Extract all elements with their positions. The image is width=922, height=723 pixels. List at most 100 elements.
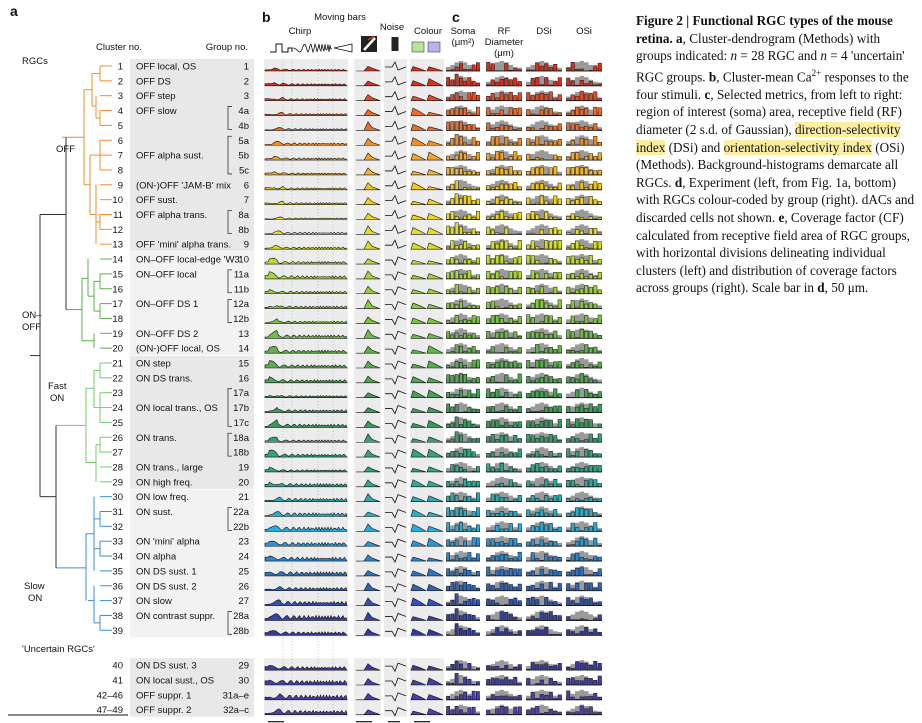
- metric-bar: [446, 259, 450, 265]
- metric-bar: [486, 583, 491, 592]
- noise-kernel-trace: [385, 390, 407, 400]
- metric-background-bar: [504, 448, 509, 458]
- cluster-number: 13: [112, 240, 123, 251]
- metric-bar: [486, 61, 491, 72]
- metric-bar: [575, 418, 580, 428]
- metric-bar: [548, 315, 553, 324]
- cluster-number: 27: [112, 448, 123, 459]
- group-number: 7: [244, 195, 249, 206]
- metric-background-bar: [570, 693, 575, 700]
- metric-bar: [517, 373, 522, 384]
- metric-bar: [553, 286, 558, 295]
- metric-background-bar: [495, 403, 500, 413]
- noise-icon-cell: [398, 44, 402, 48]
- metric-background-bar: [548, 287, 553, 294]
- cluster-row: 36 ON DS sust. 2 26: [112, 580, 602, 593]
- metric-background-bar: [544, 166, 549, 175]
- metric-bar: [553, 468, 558, 473]
- metric-bar: [535, 390, 540, 398]
- metric-bar: [570, 436, 575, 443]
- metric-bar: [530, 570, 535, 577]
- noise-kernel-trace: [385, 120, 407, 130]
- metric-bar: [584, 466, 589, 473]
- metric-bar: [597, 183, 602, 191]
- metric-bar: [499, 152, 504, 161]
- metric-bar: [490, 467, 495, 473]
- metric-bar: [490, 315, 495, 324]
- header-rf: RF: [498, 26, 511, 37]
- metric-bar: [544, 315, 549, 324]
- colour-green-trace: [410, 214, 427, 220]
- metric-background-bar: [584, 195, 589, 205]
- metric-bar: [504, 197, 509, 205]
- group-number: 22a: [233, 507, 250, 518]
- metric-background-bar: [579, 343, 584, 354]
- metric-bar: [513, 421, 518, 428]
- metric-background-bar: [517, 483, 522, 487]
- header-moving-bars: Moving bars: [314, 12, 366, 23]
- metric-bar: [526, 480, 531, 488]
- metric-background-bar: [499, 402, 504, 413]
- metric-bar: [508, 199, 513, 205]
- colour-green-trace: [410, 333, 427, 339]
- metric-bar: [539, 539, 544, 547]
- metric-background-bar: [508, 391, 513, 398]
- metric-bar: [553, 405, 558, 413]
- metric-bar: [467, 286, 472, 295]
- metric-bar: [499, 497, 504, 502]
- colour-uv-trace: [426, 628, 444, 636]
- moving-bars-trace: [356, 167, 381, 176]
- metric-bar: [513, 468, 518, 473]
- noise-kernel-trace: [385, 135, 407, 145]
- moving-bars-trace: [356, 316, 381, 324]
- colour-uv-trace: [426, 466, 444, 473]
- metric-background-bar: [486, 81, 491, 86]
- metric-bar: [499, 695, 504, 701]
- metric-bar: [517, 406, 522, 413]
- metric-bar: [593, 453, 598, 458]
- colour-uv-trace: [426, 568, 444, 577]
- metric-bar: [526, 376, 531, 384]
- metric-background-bar: [508, 213, 513, 220]
- metric-bar: [544, 466, 549, 473]
- header-soma-unit: (μm²): [452, 37, 475, 48]
- metric-bar: [570, 362, 575, 369]
- metric-background-bar: [499, 372, 504, 383]
- colour-uv-trace: [426, 213, 444, 220]
- metric-background-bar: [539, 476, 544, 487]
- metric-bar: [450, 183, 455, 191]
- metric-bar: [539, 229, 544, 235]
- metric-bar: [467, 448, 472, 458]
- metric-bar: [557, 570, 562, 577]
- metric-bar: [584, 509, 589, 517]
- metric-background-bar: [530, 480, 535, 487]
- metric-background-bar: [458, 90, 463, 101]
- metric-background-bar: [458, 402, 463, 413]
- metric-bar: [495, 708, 500, 715]
- metric-bar: [575, 152, 580, 161]
- chirp-trace: [264, 186, 348, 191]
- cluster-number: 17: [112, 299, 123, 310]
- metric-bar: [459, 434, 463, 443]
- metric-bar: [553, 259, 558, 265]
- metric-bar: [535, 246, 540, 250]
- metric-background-bar: [548, 183, 553, 190]
- metric-bar: [454, 673, 459, 686]
- metric-bar: [517, 303, 522, 309]
- colour-uv-trace: [426, 377, 444, 384]
- metric-bar: [463, 419, 467, 428]
- metric-bar: [513, 77, 518, 87]
- cluster-number: 23: [112, 388, 123, 399]
- group-number: 1: [244, 62, 249, 73]
- cluster-number: 39: [112, 626, 123, 637]
- colour-uv-trace: [426, 140, 444, 146]
- metric-bar: [584, 583, 589, 591]
- metric-bar: [504, 570, 509, 577]
- colour-uv-trace: [426, 111, 444, 116]
- metric-bar: [575, 229, 580, 235]
- branch-label-onoff-1: ON–: [22, 310, 42, 321]
- metric-bar: [450, 509, 455, 517]
- metric-bar: [575, 438, 580, 443]
- metric-bar: [454, 416, 459, 428]
- metric-bar: [450, 94, 455, 101]
